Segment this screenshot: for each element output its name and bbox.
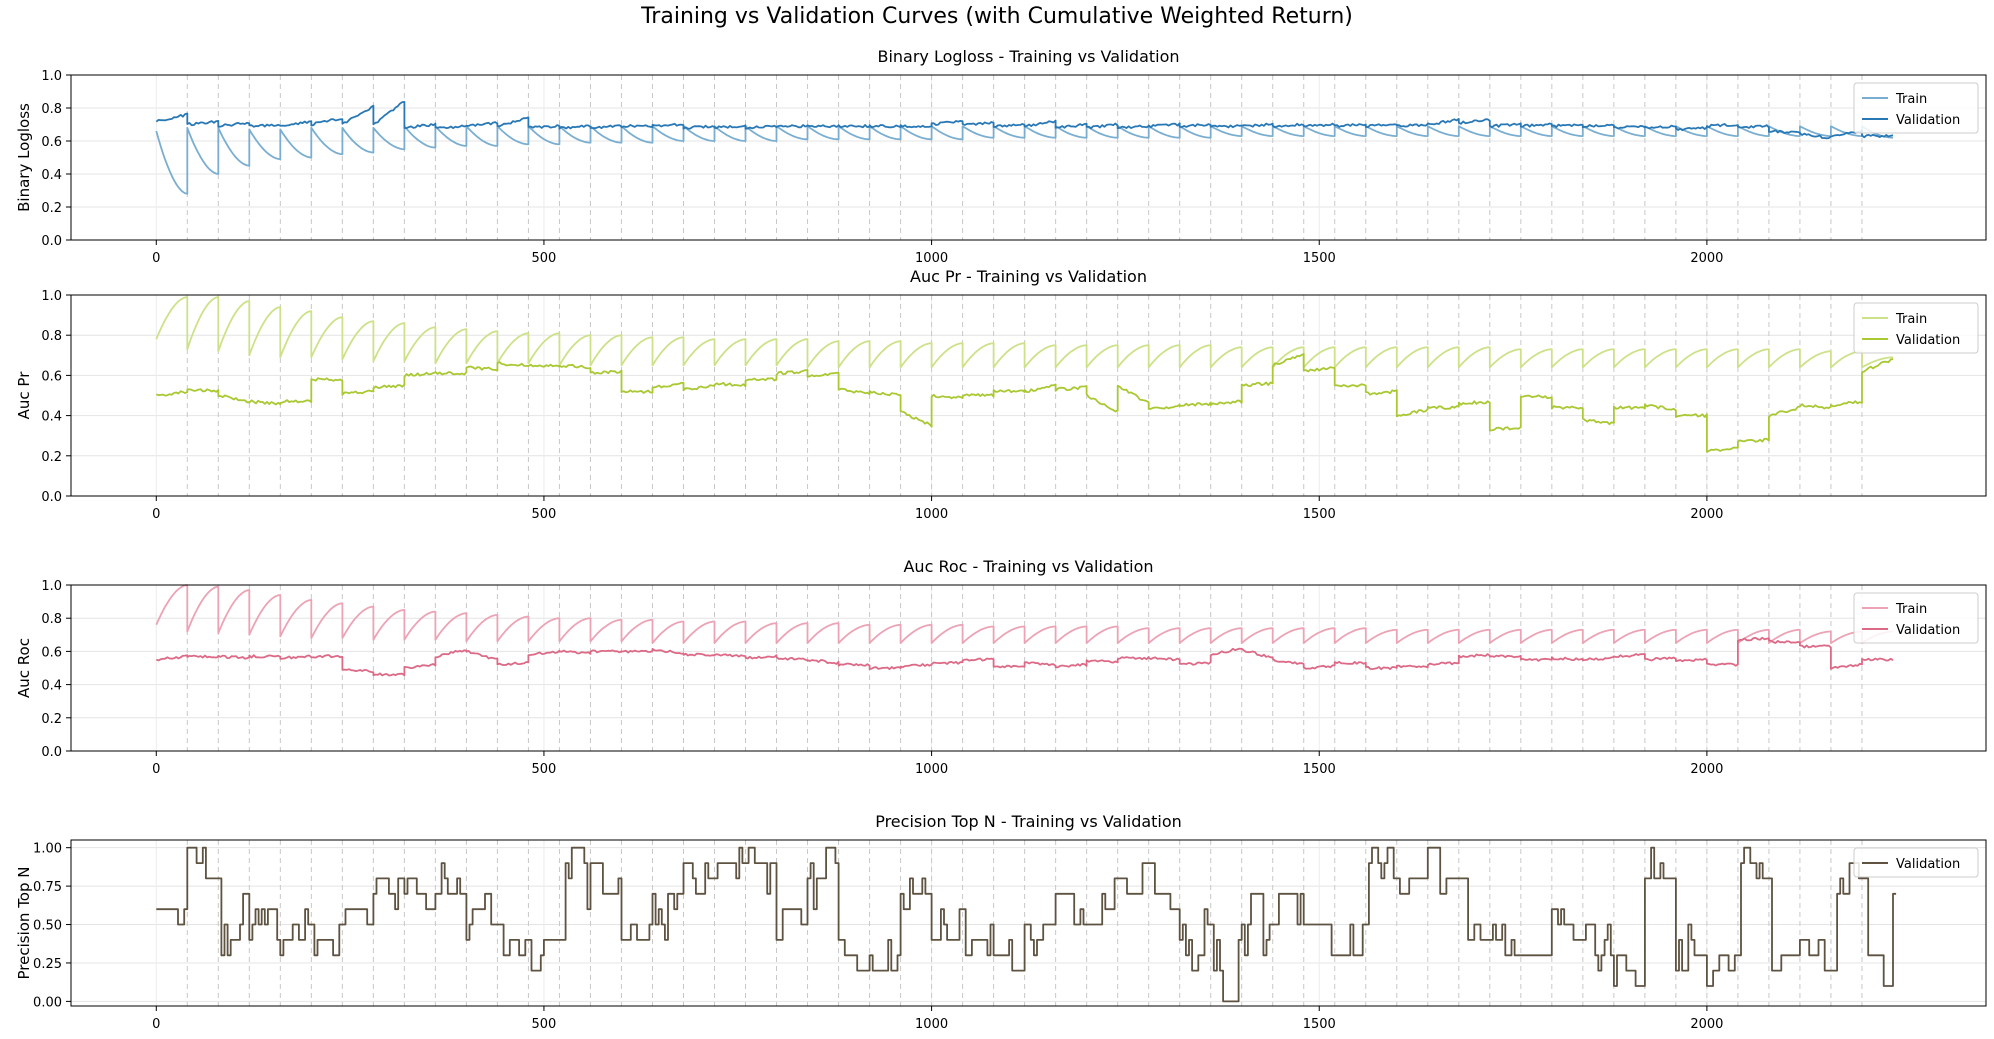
x-tick-label: 500 bbox=[532, 762, 557, 777]
series-line-validation bbox=[156, 636, 1894, 677]
y-tick-label: 1.0 bbox=[41, 69, 62, 84]
series-line-train bbox=[155, 125, 1894, 195]
legend-box bbox=[1853, 592, 1979, 644]
legend: Train Validation bbox=[1853, 302, 1979, 354]
y-axis-label: Auc Pr bbox=[15, 371, 33, 420]
legend-label-validation: Validation bbox=[1896, 333, 1960, 348]
subplot-4: 0.00 0.25 0.50 0.75 1.00 0 500 1000 1500 2000 Prec… bbox=[15, 812, 1987, 1032]
x-tick-label: 1500 bbox=[1303, 507, 1336, 522]
y-axis-label: Precision Top N bbox=[15, 867, 33, 980]
legend-label-train: Train bbox=[1895, 312, 1927, 327]
series-line-train bbox=[155, 584, 1894, 644]
y-tick-label: 0.8 bbox=[41, 329, 62, 344]
legend-box bbox=[1853, 847, 1979, 878]
x-tick-label: 0 bbox=[152, 507, 160, 522]
y-tick-label: 0.0 bbox=[41, 745, 62, 760]
y-tick-label: 0.25 bbox=[33, 957, 62, 972]
x-tick-label: 0 bbox=[152, 251, 160, 266]
y-tick-label: 0.4 bbox=[41, 410, 62, 425]
legend-label-train: Train bbox=[1895, 92, 1927, 107]
series-line-validation bbox=[155, 353, 1894, 453]
y-axis-label: Binary Logloss bbox=[15, 103, 33, 212]
y-axis-label: Auc Roc bbox=[15, 638, 33, 698]
x-tick-label: 2000 bbox=[1690, 762, 1723, 777]
y-tick-label: 0.8 bbox=[41, 612, 62, 627]
subplot-title: Binary Logloss - Training vs Validation bbox=[877, 47, 1179, 66]
legend-label-validation: Validation bbox=[1896, 623, 1960, 638]
y-tick-label: 0.6 bbox=[41, 135, 62, 150]
y-tick-label: 0.2 bbox=[41, 201, 62, 216]
y-tick-label: 0.00 bbox=[33, 995, 62, 1010]
y-tick-label: 0.0 bbox=[41, 490, 62, 505]
figure-title: Training vs Validation Curves (with Cumu… bbox=[641, 4, 1353, 29]
legend: Train Validation bbox=[1853, 592, 1979, 644]
y-tick-label: 0.2 bbox=[41, 450, 62, 465]
y-tick-label: 0.75 bbox=[33, 880, 62, 895]
series-line-validation bbox=[155, 101, 1894, 140]
x-tick-label: 2000 bbox=[1690, 1017, 1723, 1032]
x-tick-label: 0 bbox=[152, 762, 160, 777]
axes-frame bbox=[70, 584, 1987, 752]
y-tick-label: 0.6 bbox=[41, 645, 62, 660]
axes-frame bbox=[70, 74, 1987, 241]
legend-label-train: Train bbox=[1895, 602, 1927, 617]
y-tick-label: 0.0 bbox=[41, 234, 62, 249]
y-tick-label: 0.4 bbox=[41, 168, 62, 183]
subplot-title: Auc Pr - Training vs Validation bbox=[910, 267, 1147, 286]
legend: Train Validation bbox=[1853, 82, 1979, 134]
x-tick-label: 2000 bbox=[1690, 251, 1723, 266]
x-tick-label: 1000 bbox=[915, 1017, 948, 1032]
legend-label-validation: Validation bbox=[1896, 857, 1960, 872]
y-tick-label: 0.8 bbox=[41, 102, 62, 117]
subplot-title: Auc Roc - Training vs Validation bbox=[903, 557, 1153, 576]
y-tick-label: 1.00 bbox=[33, 842, 62, 857]
x-tick-label: 2000 bbox=[1690, 507, 1723, 522]
subplot-3: 0.0 0.2 0.4 0.6 0.8 1.0 0 500 1000 1500 2000 Auc Ro… bbox=[15, 557, 1987, 777]
x-tick-label: 500 bbox=[532, 507, 557, 522]
x-tick-label: 1500 bbox=[1303, 1017, 1336, 1032]
x-tick-label: 1000 bbox=[915, 251, 948, 266]
y-tick-label: 1.0 bbox=[41, 579, 62, 594]
axes-frame bbox=[70, 839, 1987, 1007]
legend-label-validation: Validation bbox=[1896, 113, 1960, 128]
x-tick-label: 1500 bbox=[1303, 762, 1336, 777]
y-tick-label: 0.6 bbox=[41, 369, 62, 384]
y-tick-label: 0.50 bbox=[33, 919, 62, 934]
series-line-train bbox=[155, 296, 1894, 369]
y-tick-label: 1.0 bbox=[41, 289, 62, 304]
subplot-2: 0.0 0.2 0.4 0.6 0.8 1.0 0 500 1000 1500 2000 Auc Pr… bbox=[15, 267, 1987, 522]
x-tick-label: 500 bbox=[532, 1017, 557, 1032]
y-tick-label: 0.4 bbox=[41, 679, 62, 694]
legend-box bbox=[1853, 82, 1979, 134]
series-line-validation bbox=[156, 846, 1897, 1003]
x-tick-label: 0 bbox=[152, 1017, 160, 1032]
subplot-1: 0.0 0.2 0.4 0.6 0.8 1.0 0 500 1000 1500 2000 Binary… bbox=[15, 47, 1987, 266]
axes-frame bbox=[70, 294, 1987, 497]
x-tick-label: 1500 bbox=[1303, 251, 1336, 266]
subplot-title: Precision Top N - Training vs Validation bbox=[875, 812, 1182, 831]
x-tick-label: 1000 bbox=[915, 507, 948, 522]
x-tick-label: 1000 bbox=[915, 762, 948, 777]
legend: Validation bbox=[1853, 847, 1979, 878]
y-tick-label: 0.2 bbox=[41, 712, 62, 727]
x-tick-label: 500 bbox=[532, 251, 557, 266]
legend-box bbox=[1853, 302, 1979, 354]
